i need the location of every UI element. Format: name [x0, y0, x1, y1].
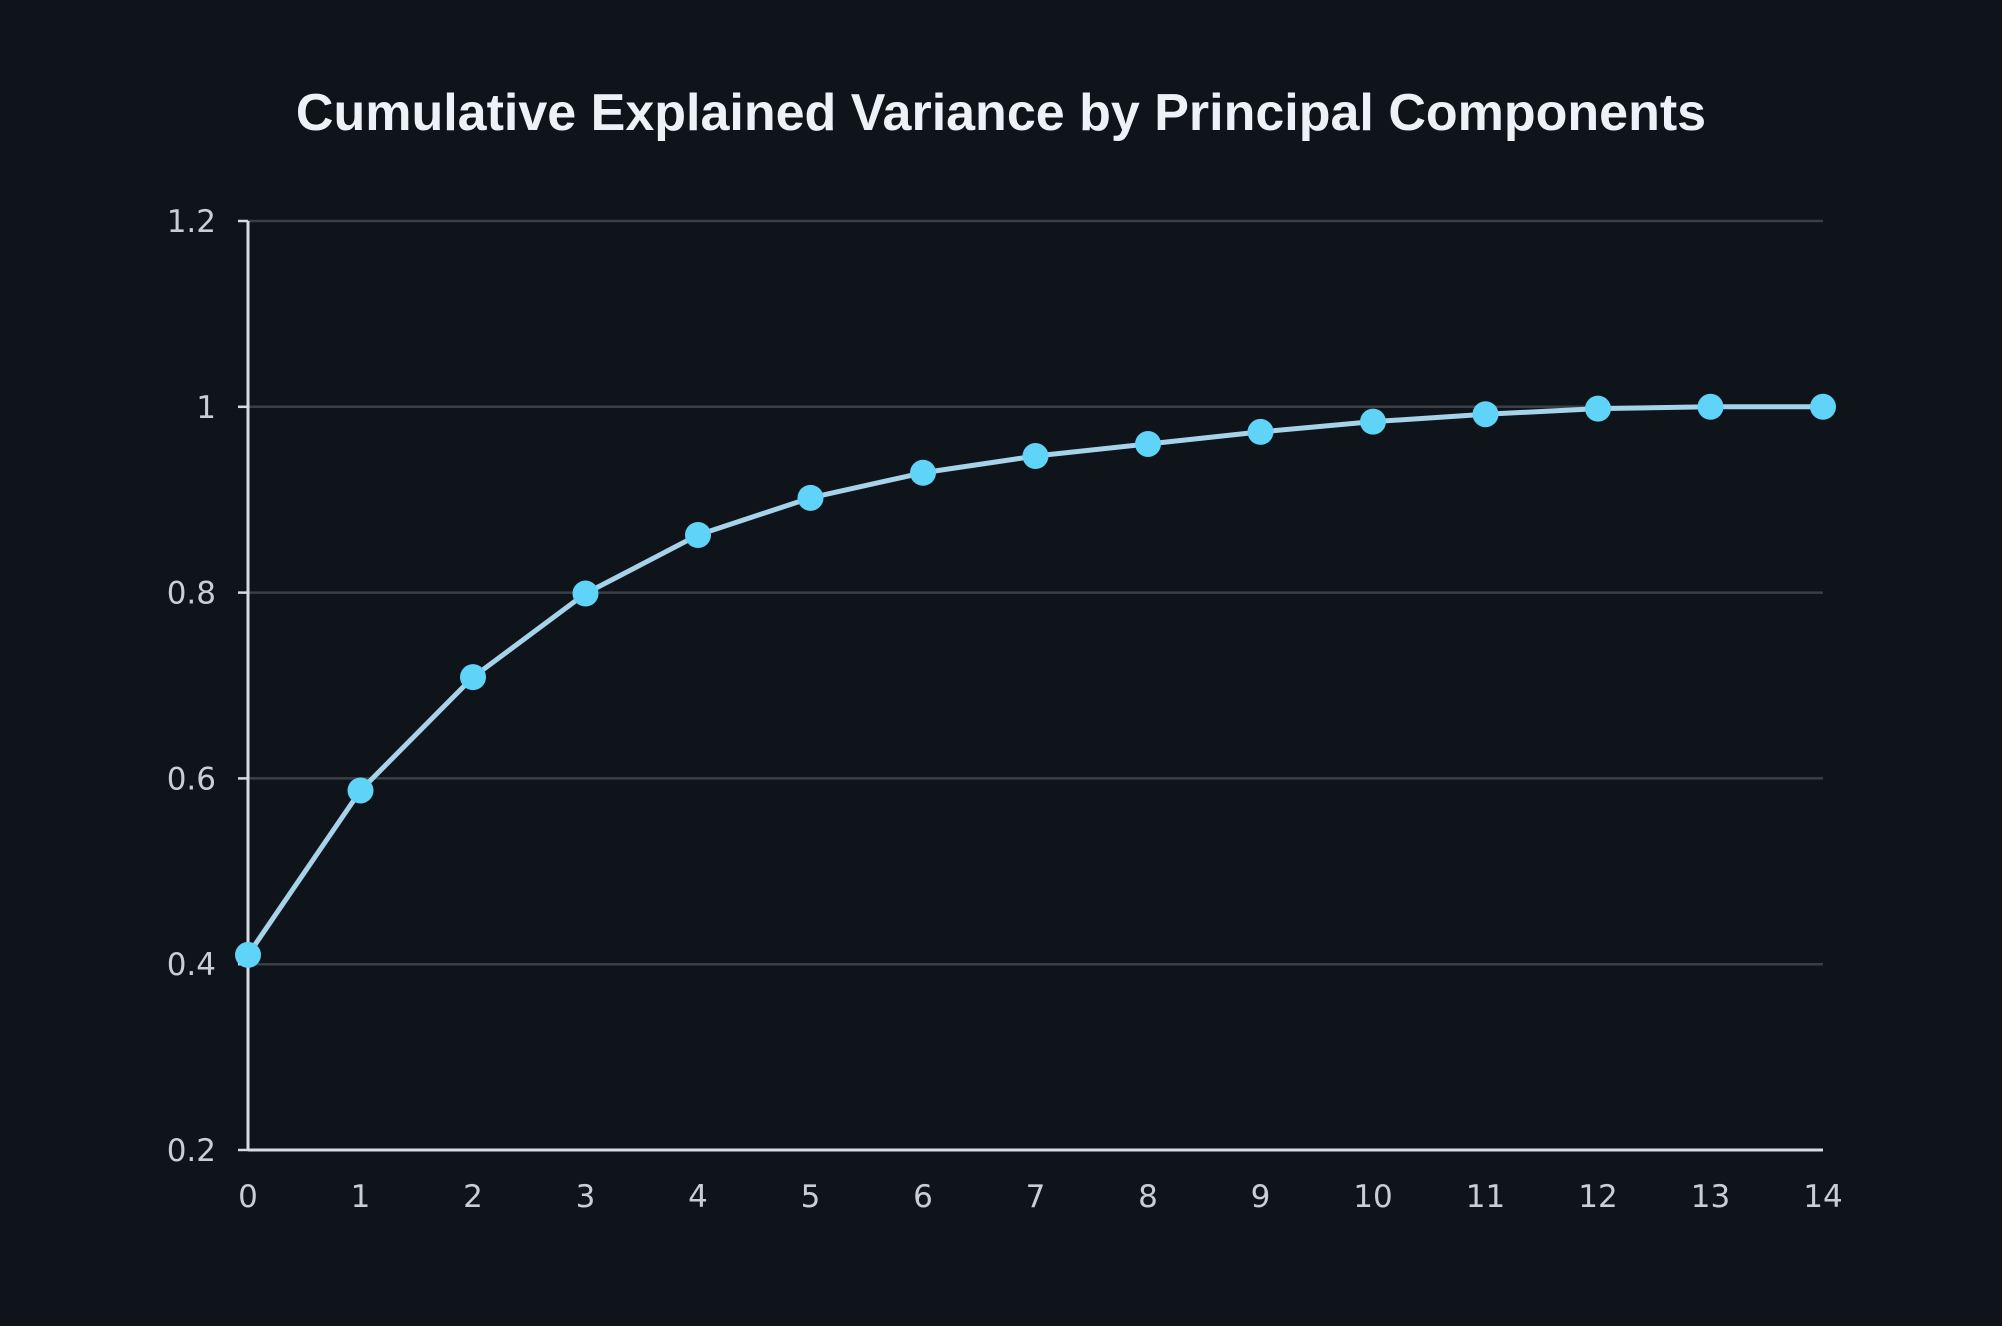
x-tick-label-0: 0: [238, 1179, 258, 1215]
x-tick-label-11: 11: [1466, 1179, 1505, 1215]
x-tick-label-13: 13: [1691, 1179, 1730, 1215]
x-tick-label-5: 5: [801, 1179, 821, 1215]
data-point-6: [910, 459, 936, 486]
x-tick-label-1: 1: [351, 1179, 371, 1215]
x-tick-label-12: 12: [1578, 1179, 1617, 1215]
data-point-14: [1810, 393, 1836, 420]
x-tick-label-10: 10: [1353, 1179, 1392, 1215]
data-point-8: [1135, 430, 1161, 457]
y-tick-label-4: 1: [196, 390, 216, 426]
series-layer: [235, 393, 1836, 968]
data-point-12: [1585, 395, 1611, 422]
data-point-11: [1472, 401, 1499, 428]
data-point-1: [347, 777, 374, 804]
x-tick-label-2: 2: [463, 1179, 483, 1215]
x-tick-label-14: 14: [1803, 1179, 1842, 1215]
x-tick-label-3: 3: [576, 1179, 596, 1215]
y-tick-label-0: 0.2: [167, 1133, 216, 1169]
chart-title: Cumulative Explained Variance by Princip…: [296, 84, 1706, 142]
y-tick-label-3: 0.8: [167, 576, 216, 612]
tick-layer: 0.20.40.60.811.20 1 2 3 4 5 6 7 8 9 10 11 12 13 14: [167, 204, 1843, 1215]
y-tick-label-5: 1.2: [167, 204, 216, 240]
data-point-10: [1360, 408, 1386, 435]
x-tick-label-7: 7: [1026, 1179, 1046, 1215]
grid-layer: [248, 219, 1823, 966]
axis-layer: [246, 221, 1823, 1152]
data-point-7: [1022, 443, 1049, 470]
y-tick-label-2: 0.6: [167, 761, 216, 797]
y-tick-label-1: 0.4: [167, 947, 216, 983]
data-point-3: [572, 580, 599, 607]
data-point-13: [1697, 393, 1724, 420]
data-point-0: [235, 941, 261, 968]
x-tick-label-9: 9: [1251, 1179, 1271, 1215]
x-tick-label-4: 4: [688, 1179, 708, 1215]
x-tick-label-8: 8: [1138, 1179, 1158, 1215]
data-point-2: [460, 664, 486, 691]
data-point-4: [685, 522, 711, 549]
data-point-5: [797, 484, 824, 511]
data-point-9: [1247, 418, 1274, 445]
x-tick-label-6: 6: [913, 1179, 933, 1215]
